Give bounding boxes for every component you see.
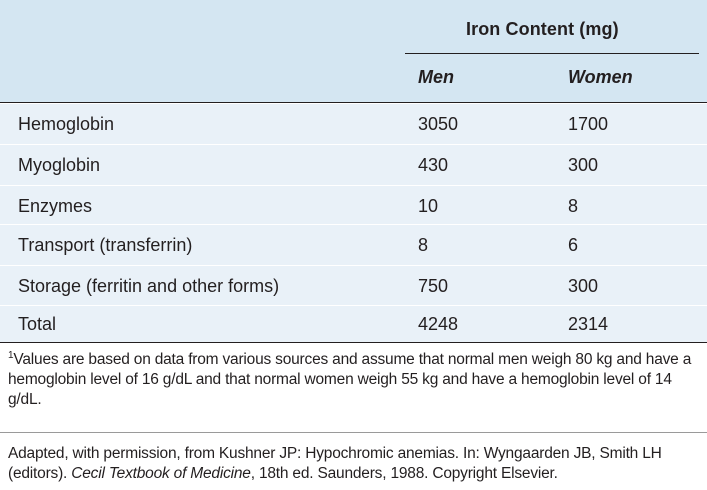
- source-book-title: Cecil Textbook of Medicine: [71, 465, 251, 482]
- men-value: 4248: [418, 314, 459, 334]
- row-label: Myoglobin: [18, 155, 101, 175]
- header-rule: [0, 102, 707, 103]
- women-value: 300: [568, 276, 599, 296]
- row-divider: [0, 265, 707, 266]
- row-divider: [0, 305, 707, 306]
- men-value: 750: [418, 276, 449, 296]
- men-value: 8: [418, 235, 429, 255]
- table-row: Storage (ferritin and other forms) 750 3…: [0, 266, 707, 306]
- table-header: Iron Content (mg) Men Women: [0, 0, 707, 103]
- men-value: 3050: [418, 114, 459, 134]
- source-text-before: Adapted, with permission, from Kushner J…: [8, 445, 662, 482]
- men-value: 10: [418, 196, 439, 216]
- table-bottom-rule: [0, 342, 707, 343]
- footnote: 1Values are based on data from various s…: [8, 350, 707, 410]
- footnote-divider: [0, 432, 707, 433]
- women-value: 300: [568, 155, 599, 175]
- row-label: Transport (transferrin): [18, 235, 193, 255]
- column-header-men: Men: [418, 67, 454, 87]
- women-value: 8: [568, 196, 579, 216]
- men-value: 430: [418, 155, 449, 175]
- women-value: 6: [568, 235, 579, 255]
- group-header: Iron Content (mg): [466, 19, 619, 39]
- row-label: Hemoglobin: [18, 114, 115, 134]
- table-row: Transport (transferrin) 8 6: [0, 225, 707, 265]
- table-row: Myoglobin 430 300: [0, 145, 707, 185]
- women-value: 2314: [568, 314, 609, 334]
- table-row: Hemoglobin 3050 1700: [0, 104, 707, 144]
- footnote-text: Values are based on data from various so…: [8, 351, 692, 408]
- row-label: Enzymes: [18, 196, 93, 216]
- source-note: Adapted, with permission, from Kushner J…: [8, 444, 707, 484]
- source-text-after: , 18th ed. Saunders, 1988. Copyright Els…: [250, 465, 558, 482]
- table-row: Total 4248 2314: [0, 306, 707, 342]
- column-header-women: Women: [568, 67, 633, 87]
- row-label: Storage (ferritin and other forms): [18, 276, 280, 296]
- row-label: Total: [18, 314, 57, 334]
- footnote-marker: 1: [8, 350, 14, 361]
- row-divider: [0, 144, 707, 145]
- table-row: Enzymes 10 8: [0, 186, 707, 226]
- row-divider: [0, 185, 707, 186]
- group-header-rule: [405, 53, 699, 54]
- row-divider: [0, 224, 707, 225]
- women-value: 1700: [568, 114, 609, 134]
